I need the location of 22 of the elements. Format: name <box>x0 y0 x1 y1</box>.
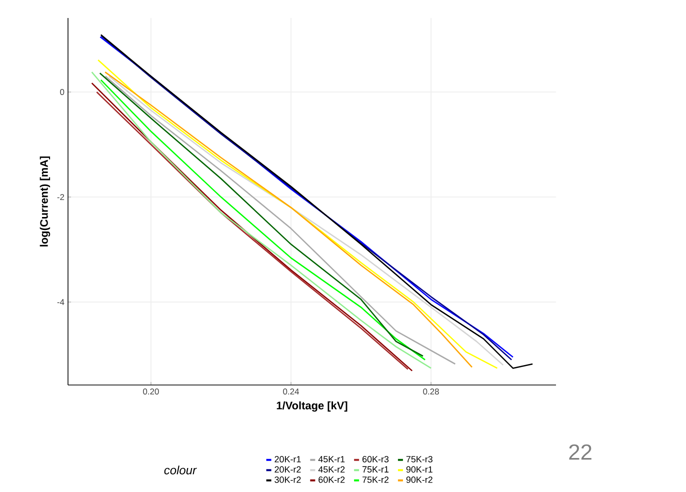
y-axis-title: log(Current) [mA] <box>40 156 50 246</box>
x-tick-label: 0.20 <box>143 388 159 395</box>
text: 22 <box>569 444 592 460</box>
legend-label: 75K-r2 <box>362 476 389 483</box>
legend-label: 60K-r2 <box>318 476 345 483</box>
legend-label: 90K-r1 <box>406 466 432 473</box>
legend-label: 20K-r2 <box>274 466 301 473</box>
legend-label: 20K-r1 <box>274 456 301 462</box>
y-tick-label: -4 <box>57 299 64 305</box>
x-tick-label: 0.24 <box>283 388 299 395</box>
legend-label: 45K-r2 <box>318 466 345 473</box>
legend-label: 75K-r1 <box>362 466 389 473</box>
y-tick-label: 0 <box>60 89 64 96</box>
y-tick-label: -2 <box>57 194 64 200</box>
legend-label: 90K-r2 <box>406 476 432 483</box>
legend-title: colour <box>164 466 197 474</box>
x-tick-label: 0.28 <box>423 388 439 395</box>
legend-label: 30K-r2 <box>274 476 301 483</box>
legend-label: 75K-r3 <box>406 456 432 462</box>
legend-label: 45K-r1 <box>318 456 345 462</box>
x-axis-title: 1/Voltage [kV] <box>276 401 348 412</box>
legend-label: 60K-r3 <box>362 456 389 462</box>
